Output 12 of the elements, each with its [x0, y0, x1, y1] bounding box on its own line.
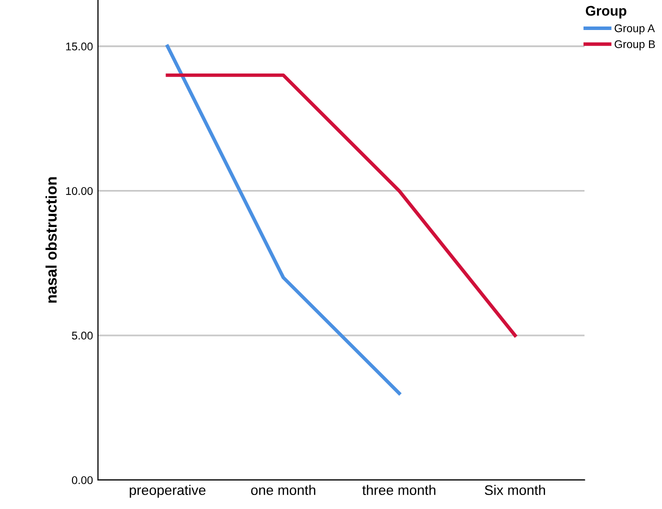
legend-label: Group B	[614, 40, 655, 50]
x-tick-label: one month	[251, 484, 316, 496]
legend-label: Group A	[614, 24, 655, 34]
legend-title: Group	[586, 6, 626, 19]
y-tick-label: 15.00	[66, 42, 93, 50]
y-tick-label: 10.00	[66, 187, 93, 195]
x-tick-label: preoperative	[130, 484, 206, 498]
x-tick-label: Six month	[484, 484, 546, 496]
y-tick-label: 0.00	[72, 476, 93, 484]
y-axis-title: nasal obstruction	[46, 177, 57, 303]
y-tick-label: 5.00	[72, 332, 93, 340]
x-tick-label: three month	[362, 484, 436, 496]
